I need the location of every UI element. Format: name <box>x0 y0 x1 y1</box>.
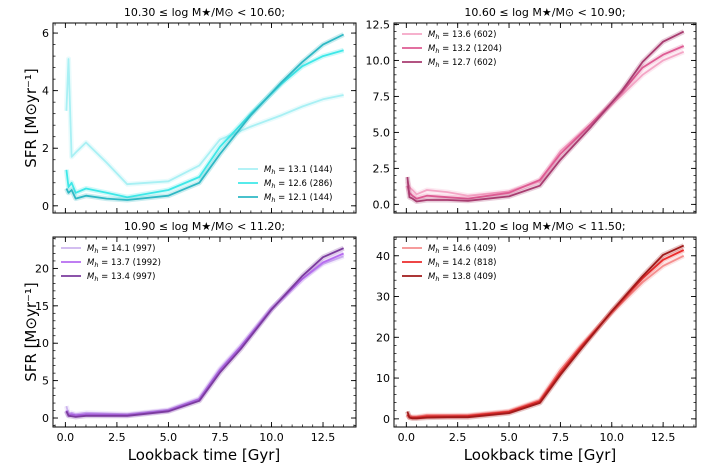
series-line-3 <box>406 244 685 420</box>
y-tick-label: 5.0 <box>373 126 391 139</box>
y-tick-label: 20 <box>35 262 49 275</box>
panel-title: 10.60 ≤ log M★/M⊙ < 10.90; <box>464 6 625 19</box>
legend-entry: Mh = 12.7 (602) <box>428 58 496 69</box>
legend-entry: Mh = 13.7 (1992) <box>87 258 161 269</box>
y-tick-label: 40 <box>376 250 390 263</box>
plot-frame <box>393 236 697 428</box>
legend-entry: Mh = 12.6 (286) <box>264 179 332 190</box>
x-tick-label: 10.0 <box>259 431 284 444</box>
series-line-2 <box>406 45 685 200</box>
x-tick-label: 0.0 <box>398 431 416 444</box>
y-axis-label-bottom: SFR [M⊙yr⁻¹] <box>22 282 40 382</box>
x-axis-label-right: Lookback time [Gyr] <box>464 446 617 464</box>
y-tick-label: 15 <box>35 300 49 313</box>
plot-frame <box>393 22 697 214</box>
panel-2: 10.60 ≤ log M★/M⊙ < 10.90; 0.0 2.5 5.0 7.5 10… <box>366 6 697 214</box>
legend-entry: Mh = 14.2 (818) <box>428 258 496 269</box>
legend-entry: Mh = 14.1 (997) <box>87 244 155 255</box>
y-tick-label: 5 <box>42 375 49 388</box>
legend-entry: Mh = 12.1 (144) <box>264 193 332 204</box>
series-line-3 <box>65 33 344 201</box>
panel-title: 10.90 ≤ log M★/M⊙ < 11.20; <box>124 220 285 233</box>
y-tick-label: 4 <box>42 85 49 98</box>
x-tick-label: 2.5 <box>108 431 126 444</box>
y-tick-label: 2.5 <box>373 162 391 175</box>
x-tick-label: 7.5 <box>211 431 229 444</box>
y-tick-label: 0 <box>42 412 49 425</box>
legend-entry: Mh = 14.6 (409) <box>428 244 496 255</box>
y-tick-label: 7.5 <box>373 90 391 103</box>
y-tick-label: 30 <box>376 291 390 304</box>
x-axis-label-left: Lookback time [Gyr] <box>128 446 281 464</box>
panel-4: 11.20 ≤ log M★/M⊙ < 11.50; 0.0 2.5 5.0 7.5 10… <box>376 220 697 444</box>
series-line-3 <box>65 247 344 418</box>
panel-3: 10.90 ≤ log M★/M⊙ < 11.20; 0.0 2.5 5.0 7.5 10… <box>35 220 357 444</box>
y-tick-label: 10 <box>376 372 390 385</box>
x-tick-label: 12.5 <box>651 431 676 444</box>
y-tick-label: 0.0 <box>373 198 391 211</box>
y-tick-label: 12.5 <box>366 18 391 31</box>
legend: Mh = 14.1 (997) Mh = 13.7 (1992) Mh = 13.4… <box>61 244 161 283</box>
y-tick-label: 0 <box>42 200 49 213</box>
series-line-2 <box>65 49 344 199</box>
series-line-3 <box>406 30 685 203</box>
y-tick-label: 10.0 <box>366 54 391 67</box>
y-axis-label-top: SFR [M⊙yr⁻¹] <box>22 68 40 168</box>
legend: Mh = 13.6 (602) Mh = 13.2 (1204) Mh = 12.7… <box>402 30 502 69</box>
panel-title: 10.30 ≤ log M★/M⊙ < 10.60; <box>124 6 285 19</box>
series-line-1 <box>65 58 344 186</box>
legend-entry: Mh = 13.1 (144) <box>264 165 332 176</box>
x-tick-label: 5.0 <box>160 431 178 444</box>
y-tick-label: 10 <box>35 337 49 350</box>
plot-frame <box>52 236 357 428</box>
x-tick-label: 5.0 <box>500 431 518 444</box>
legend-entry: Mh = 13.2 (1204) <box>428 44 502 55</box>
legend-entry: Mh = 13.4 (997) <box>87 272 155 283</box>
x-tick-label: 12.5 <box>311 431 336 444</box>
legend-entry: Mh = 13.8 (409) <box>428 272 496 283</box>
y-tick-label: 0 <box>383 413 390 426</box>
x-tick-label: 0.0 <box>57 431 75 444</box>
y-tick-label: 20 <box>376 331 390 344</box>
series-line-1 <box>406 50 685 197</box>
panel-title: 11.20 ≤ log M★/M⊙ < 11.50; <box>464 220 625 233</box>
legend-entry: Mh = 13.6 (602) <box>428 30 496 41</box>
legend: Mh = 14.6 (409) Mh = 14.2 (818) Mh = 13.8 … <box>402 244 496 283</box>
legend: Mh = 13.1 (144) Mh = 12.6 (286) Mh = 12.1 … <box>238 165 332 204</box>
plot-frame <box>52 22 357 214</box>
x-tick-label: 10.0 <box>600 431 625 444</box>
x-tick-label: 7.5 <box>552 431 570 444</box>
x-tick-label: 2.5 <box>449 431 467 444</box>
panel-1: 10.30 ≤ log M★/M⊙ < 10.60; 0 2 4 6 Mh = 13.1 … <box>42 6 357 214</box>
y-tick-label: 2 <box>42 142 49 155</box>
y-tick-label: 6 <box>42 27 49 40</box>
